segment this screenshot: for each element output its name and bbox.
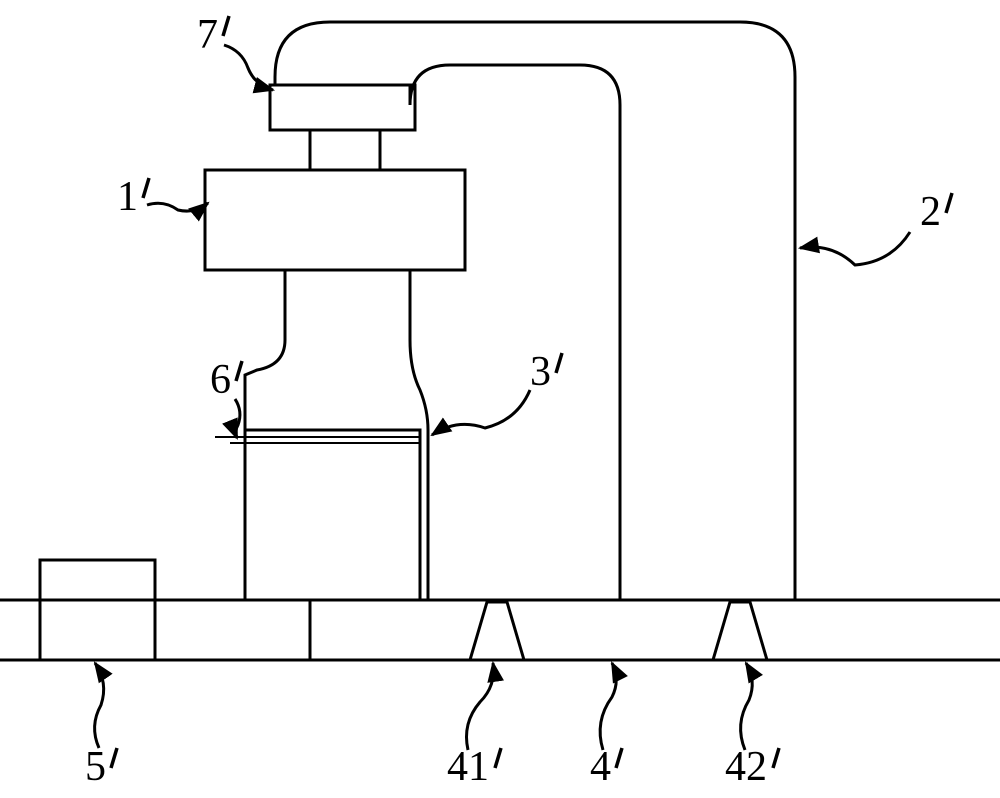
prime-l42 bbox=[773, 748, 779, 768]
prime-l1 bbox=[143, 178, 149, 198]
callout-c4 bbox=[600, 663, 616, 750]
box1 bbox=[205, 170, 465, 270]
prime-l5 bbox=[111, 748, 117, 768]
callout-c5 bbox=[95, 663, 104, 748]
label-l3: 3 bbox=[530, 349, 551, 395]
callout-c6 bbox=[235, 399, 240, 438]
label-l5: 5 bbox=[85, 744, 106, 790]
label-l42: 42 bbox=[725, 744, 767, 790]
callout-c1 bbox=[147, 203, 208, 211]
callout-c2 bbox=[800, 232, 910, 265]
label-l1: 1 bbox=[117, 174, 138, 220]
box5 bbox=[40, 560, 155, 660]
box7 bbox=[270, 85, 415, 130]
label-l41: 41 bbox=[447, 744, 489, 790]
trap-t42 bbox=[713, 602, 767, 660]
schematic-diagram: 7 1 2 3 6 5 41 4 42 bbox=[0, 0, 1000, 798]
pipe-1-to-mid-left bbox=[245, 270, 285, 430]
callout-c41 bbox=[467, 663, 494, 750]
boxMid bbox=[245, 430, 420, 600]
callout-c42 bbox=[741, 663, 753, 750]
callout-c7 bbox=[224, 45, 273, 90]
prime-l7 bbox=[223, 16, 229, 36]
prime-l41 bbox=[495, 748, 501, 768]
pipe-inner-loop bbox=[410, 65, 620, 600]
label-l7: 7 bbox=[197, 12, 218, 58]
label-l6: 6 bbox=[210, 357, 231, 403]
label-l2: 2 bbox=[920, 189, 941, 235]
prime-l4 bbox=[616, 748, 622, 768]
trap-t41 bbox=[470, 602, 524, 660]
prime-l2 bbox=[946, 193, 952, 213]
prime-l3 bbox=[556, 353, 562, 373]
prime-l6 bbox=[236, 361, 242, 381]
label-l4: 4 bbox=[590, 744, 611, 790]
callout-c3 bbox=[432, 390, 530, 435]
pipe-outer-loop bbox=[275, 22, 795, 600]
